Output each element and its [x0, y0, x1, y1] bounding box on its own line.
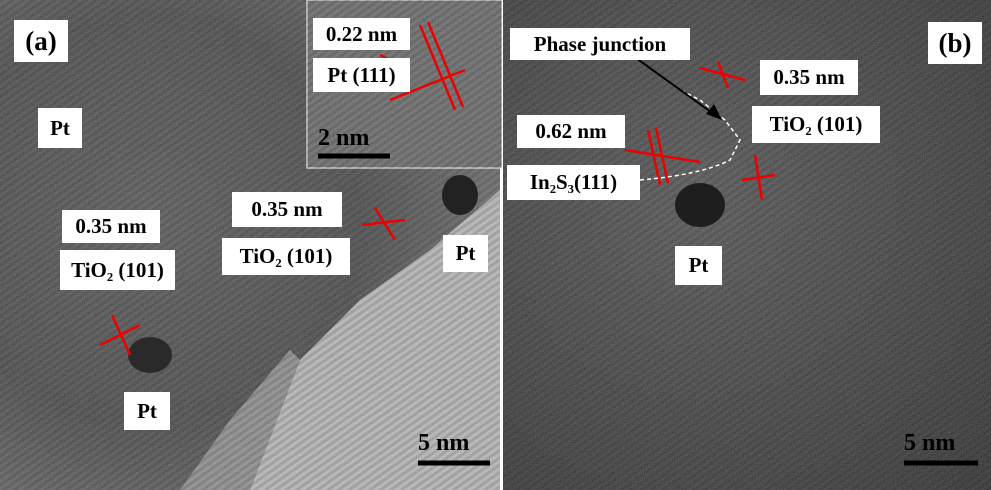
scale-bar-label: 5 nm	[904, 430, 955, 457]
annotation: 0.35 nm	[232, 192, 342, 227]
annotation: Pt	[443, 235, 488, 272]
annotation: In₂S₃(111)	[507, 165, 640, 200]
inset-annotation: 0.22 nm	[313, 18, 410, 50]
annotation: Phase junction	[510, 28, 690, 60]
annotation: Pt	[38, 108, 82, 148]
annotation: 0.35 nm	[62, 210, 160, 243]
annotation: 0.62 nm	[517, 115, 625, 148]
scale-bar-label: 2 nm	[318, 125, 369, 152]
annotation: 0.35 nm	[760, 60, 858, 95]
annotation: Pt	[124, 392, 170, 430]
inset-annotation: Pt (111)	[313, 58, 410, 92]
annotation: Pt	[675, 246, 722, 285]
panel-label: (b)	[928, 22, 982, 64]
annotation: TiO₂ (101)	[60, 250, 175, 290]
annotation: TiO₂ (101)	[222, 238, 350, 275]
figure: (a) Pt 0.35 nm TiO₂ (101) 0.35 nm TiO₂ (…	[0, 0, 991, 490]
annotation: TiO₂ (101)	[752, 106, 880, 143]
panel-label: (a)	[14, 20, 68, 62]
scale-bar-label: 5 nm	[418, 430, 469, 457]
